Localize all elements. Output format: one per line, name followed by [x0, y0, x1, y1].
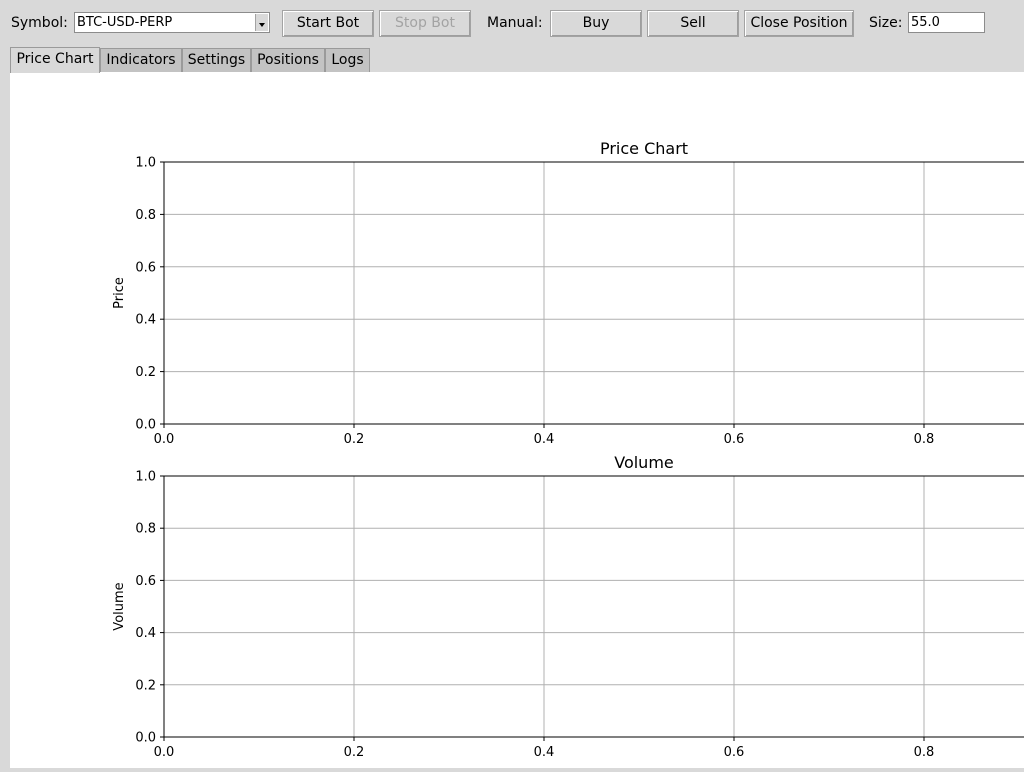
start-bot-button[interactable]: Start Bot: [282, 10, 374, 37]
chart-panel: 0.0 0.2 0.4 0.6 0.8 0.0 0.2 0.4 0.6 0.8 1.0 Price C…: [10, 72, 1024, 768]
chart2-xtick-label-3: 0.6: [724, 745, 745, 760]
symbol-label: Symbol:: [11, 15, 68, 31]
chart2-ytick-label-1: 0.2: [135, 678, 156, 693]
chart1-xtick-label-4: 0.8: [914, 432, 935, 447]
tab-indicators[interactable]: Indicators: [100, 48, 182, 72]
chart2-xtick-label-4: 0.8: [914, 745, 935, 760]
chart2-xtick-label-2: 0.4: [534, 745, 555, 760]
stop-bot-button[interactable]: Stop Bot: [379, 10, 471, 37]
chart2-ytick-label-4: 0.8: [135, 522, 156, 537]
chart2-ytick-label-2: 0.4: [135, 626, 156, 641]
chart1-xtick-label-0: 0.0: [154, 432, 175, 447]
chart2-xtick-label-0: 0.0: [154, 745, 175, 760]
chevron-down-icon[interactable]: [255, 14, 268, 31]
chart2-title: Volume: [614, 453, 674, 472]
chart1-title: Price Chart: [600, 139, 688, 158]
chart1-xtick-label-2: 0.4: [534, 432, 555, 447]
chart2-ytick-label-5: 1.0: [135, 470, 156, 485]
size-label: Size:: [869, 15, 903, 31]
chart1-xtick-label-1: 0.2: [344, 432, 365, 447]
chart2-ytick-label-0: 0.0: [135, 731, 156, 746]
tab-settings[interactable]: Settings: [182, 48, 251, 72]
symbol-select-value: BTC-USD-PERP: [77, 15, 173, 30]
chart2-xtick-label-1: 0.2: [344, 745, 365, 760]
tab-logs[interactable]: Logs: [325, 48, 370, 72]
chart1-ytick-label-5: 1.0: [135, 156, 156, 171]
chart1-ytick-label-2: 0.4: [135, 313, 156, 328]
charts-canvas: 0.0 0.2 0.4 0.6 0.8 0.0 0.2 0.4 0.6 0.8 1.0 Price C…: [112, 139, 1024, 760]
tab-price-chart[interactable]: Price Chart: [10, 47, 100, 73]
toolbar: Symbol: BTC-USD-PERP Start Bot Stop Bot …: [0, 0, 1024, 46]
chart1-ytick-label-1: 0.2: [135, 365, 156, 380]
buy-button[interactable]: Buy: [550, 10, 642, 37]
sell-button[interactable]: Sell: [647, 10, 739, 37]
close-position-button[interactable]: Close Position: [744, 10, 854, 37]
manual-label: Manual:: [487, 15, 543, 31]
chart1-ytick-label-0: 0.0: [135, 418, 156, 433]
chart1-ytick-label-3: 0.6: [135, 260, 156, 275]
tab-positions[interactable]: Positions: [251, 48, 325, 72]
chart2-ytick-label-3: 0.6: [135, 574, 156, 589]
chart2-ylabel: Volume: [112, 582, 127, 630]
chart1-ylabel: Price: [112, 277, 127, 309]
size-input[interactable]: 55.0: [908, 12, 985, 33]
chart1-ytick-label-4: 0.8: [135, 208, 156, 223]
symbol-select[interactable]: BTC-USD-PERP: [74, 12, 270, 33]
chart1-xtick-label-3: 0.6: [724, 432, 745, 447]
